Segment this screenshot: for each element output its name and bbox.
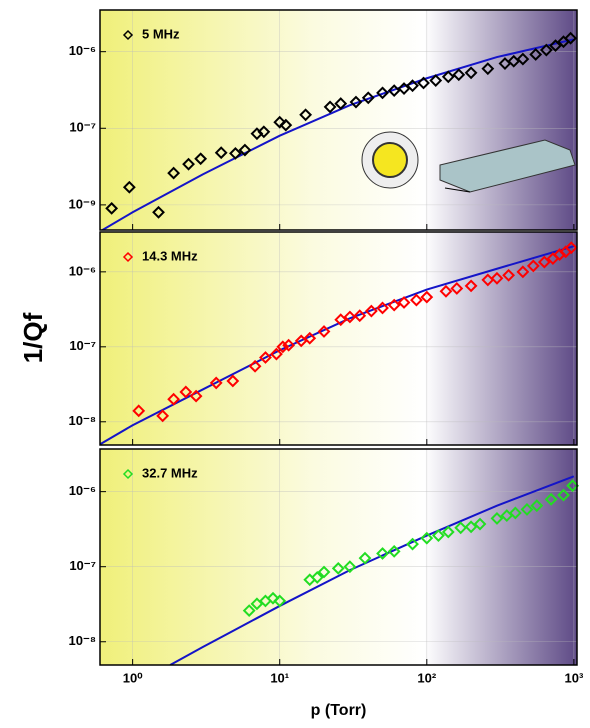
legend-label: 5 MHz — [142, 26, 180, 41]
y-tick-label: 10⁻⁷ — [69, 558, 96, 573]
legend-label: 14.3 MHz — [142, 248, 198, 263]
legend-label: 32.7 MHz — [142, 465, 198, 480]
y-tick-label: 10⁻⁶ — [69, 263, 96, 278]
inset-crystal — [373, 143, 407, 177]
y-tick-label: 10⁻⁶ — [69, 483, 96, 498]
y-tick-label: 10⁻⁶ — [69, 43, 96, 58]
y-tick-label: 10⁻⁸ — [69, 413, 96, 428]
y-tick-label: 10⁻⁹ — [69, 196, 97, 211]
x-tick-label: 10¹ — [270, 670, 289, 685]
plot-background — [100, 449, 577, 665]
plot-background — [100, 232, 577, 445]
y-tick-label: 10⁻⁷ — [69, 120, 96, 135]
x-tick-label: 10² — [417, 670, 436, 685]
x-tick-label: 10³ — [564, 670, 583, 685]
y-axis-label: 1/Qf — [18, 312, 48, 363]
x-tick-label: 10⁰ — [123, 670, 143, 685]
y-tick-label: 10⁻⁷ — [69, 338, 96, 353]
x-axis-label: p (Torr) — [311, 702, 367, 719]
y-tick-label: 10⁻⁸ — [69, 633, 96, 648]
chart: 10⁻⁹ 10⁻⁷ 10⁻⁶ 5 MHz 1/Qf 10⁻⁸ 10⁻⁷ 10⁻⁶ 14.3 MH… — [0, 0, 590, 723]
plot-background — [100, 10, 577, 230]
page: {"chart_data":[ {"type":"scatter","ylabe… — [0, 0, 590, 728]
